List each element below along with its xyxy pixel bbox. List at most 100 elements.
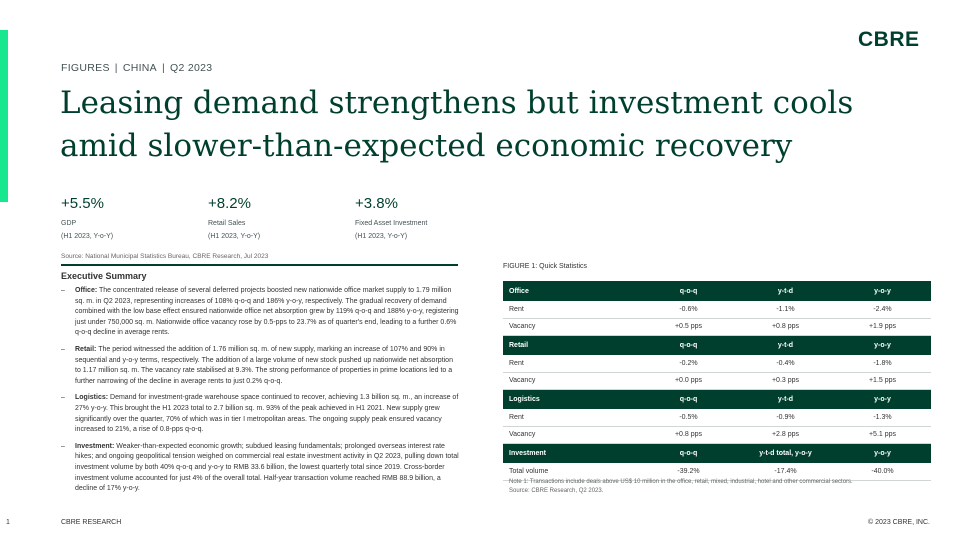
section-divider: [61, 264, 458, 266]
bullet-dash: –: [61, 394, 65, 402]
table-row: Vacancy +0.0 pps +0.3 pps +1.5 pps: [503, 372, 931, 390]
executive-summary: – Office: The concentrated release of se…: [61, 286, 459, 501]
column-header: y-o-y: [834, 281, 931, 301]
row-label: Vacancy: [503, 318, 640, 336]
kpi-retail-sales: +8.2% Retail Sales (H1 2023, Y-o-Y): [208, 195, 338, 240]
bullet-heading: Retail:: [75, 345, 97, 353]
kpi-value: +3.8%: [355, 195, 398, 212]
table-cell: +0.8 pps: [737, 318, 834, 336]
section-name: Office: [503, 281, 640, 301]
table-section-header: Logistics q-o-q y-t-d y-o-y: [503, 389, 931, 409]
kpi-gdp: +5.5% GDP (H1 2023, Y-o-Y): [61, 195, 191, 240]
kpi-label: GDP: [61, 220, 77, 227]
kpi-value: +8.2%: [208, 195, 251, 212]
quick-statistics-table: Office q-o-q y-t-d y-o-y Rent -0.6% -1.1…: [503, 281, 931, 481]
bullet-heading: Investment:: [75, 442, 115, 450]
table-row: Vacancy +0.8 pps +2.8 pps +5.1 pps: [503, 426, 931, 444]
table-row: Total volume -39.2% -17.4% -40.0%: [503, 463, 931, 481]
column-header: y-o-y: [834, 443, 931, 463]
kpi-fixed-asset-investment: +3.8% Fixed Asset Investment (H1 2023, Y…: [355, 195, 485, 240]
section-name: Investment: [503, 443, 640, 463]
executive-summary-title: Executive Summary: [61, 271, 147, 281]
table-cell: -40.0%: [834, 463, 931, 481]
kpi-period: (H1 2023, Y-o-Y): [355, 233, 408, 240]
breadcrumb-item: FIGURES: [61, 62, 110, 74]
breadcrumb-item: CHINA: [122, 62, 157, 74]
column-header: q-o-q: [640, 443, 737, 463]
figure-notes: Note 1: Transactions include deals above…: [509, 478, 929, 496]
kpi-label: Retail Sales: [208, 220, 246, 227]
table-cell: +0.8 pps: [640, 426, 737, 444]
table-cell: +1.5 pps: [834, 372, 931, 390]
figure-source: Source: CBRE Research, Q2 2023.: [509, 488, 604, 494]
bullet-dash: –: [61, 345, 65, 353]
breadcrumb-item: Q2 2023: [170, 62, 213, 74]
bullet-text: The concentrated release of several defe…: [75, 287, 459, 337]
table-cell: -1.1%: [737, 301, 834, 319]
table-cell: -0.6%: [640, 301, 737, 319]
table-row: Vacancy +0.5 pps +0.8 pps +1.9 pps: [503, 318, 931, 336]
column-header: y-t-d total, y-o-y: [737, 443, 834, 463]
table-cell: +2.8 pps: [737, 426, 834, 444]
row-label: Vacancy: [503, 426, 640, 444]
row-label: Total volume: [503, 463, 640, 481]
row-label: Vacancy: [503, 372, 640, 390]
page-number: 1: [6, 519, 10, 526]
table-cell: -0.2%: [640, 355, 737, 373]
bullet-dash: –: [61, 287, 65, 294]
page-title: Leasing demand strengthens but investmen…: [60, 82, 920, 168]
column-header: y-t-d: [737, 389, 834, 409]
footer-label: CBRE RESEARCH: [61, 519, 122, 526]
column-header: y-t-d: [737, 281, 834, 301]
figure-title: FIGURE 1: Quick Statistics: [503, 263, 588, 270]
table-section-header: Investment q-o-q y-t-d total, y-o-y y-o-…: [503, 443, 931, 463]
table-cell: -39.2%: [640, 463, 737, 481]
table-cell: -2.4%: [834, 301, 931, 319]
breadcrumb: FIGURES | CHINA | Q2 2023: [61, 62, 212, 74]
copyright: © 2023 CBRE, INC.: [868, 519, 930, 526]
column-header: y-t-d: [737, 335, 834, 355]
table-cell: -0.4%: [737, 355, 834, 373]
kpi-label: Fixed Asset Investment: [355, 220, 428, 227]
kpi-source: Source: National Municipal Statistics Bu…: [61, 253, 269, 260]
bullet-dash: –: [61, 442, 65, 450]
accent-bar: [0, 30, 8, 202]
bullet-heading: Office:: [75, 287, 98, 294]
breadcrumb-separator: |: [114, 62, 118, 74]
bullet-heading: Logistics:: [75, 394, 109, 402]
kpi-period: (H1 2023, Y-o-Y): [208, 233, 261, 240]
table-row: Rent -0.2% -0.4% -1.8%: [503, 355, 931, 373]
cbre-logo: CBRE: [858, 28, 920, 51]
table-row: Rent -0.6% -1.1% -2.4%: [503, 301, 931, 319]
table-cell: -0.9%: [737, 409, 834, 427]
column-header: y-o-y: [834, 389, 931, 409]
row-label: Rent: [503, 301, 640, 319]
column-header: q-o-q: [640, 281, 737, 301]
section-name: Retail: [503, 335, 640, 355]
bullet-text: Weaker-than-expected economic growth; su…: [75, 442, 459, 493]
table-cell: +0.3 pps: [737, 372, 834, 390]
section-name: Logistics: [503, 389, 640, 409]
bullet-text: The period witnessed the addition of 1.7…: [75, 345, 453, 385]
summary-bullet-office: – Office: The concentrated release of se…: [61, 286, 459, 339]
bullet-text: Demand for investment-grade warehouse sp…: [75, 394, 459, 434]
table-section-header: Office q-o-q y-t-d y-o-y: [503, 281, 931, 301]
page-title-line: Leasing demand strengthens but investmen…: [60, 85, 854, 121]
row-label: Rent: [503, 409, 640, 427]
table-cell: +0.0 pps: [640, 372, 737, 390]
kpi-value: +5.5%: [61, 195, 104, 212]
table-cell: -1.3%: [834, 409, 931, 427]
column-header: q-o-q: [640, 335, 737, 355]
summary-bullet-investment: – Investment: Weaker-than-expected econo…: [61, 442, 459, 495]
figure-note: Note 1: Transactions include deals above…: [509, 479, 853, 485]
table-section-header: Retail q-o-q y-t-d y-o-y: [503, 335, 931, 355]
table-cell: -0.5%: [640, 409, 737, 427]
column-header: y-o-y: [834, 335, 931, 355]
table-cell: +1.9 pps: [834, 318, 931, 336]
table-cell: -1.8%: [834, 355, 931, 373]
table-row: Rent -0.5% -0.9% -1.3%: [503, 409, 931, 427]
breadcrumb-separator: |: [161, 62, 166, 74]
table-cell: +5.1 pps: [834, 426, 931, 444]
summary-bullet-retail: – Retail: The period witnessed the addit…: [61, 345, 459, 387]
row-label: Rent: [503, 355, 640, 373]
